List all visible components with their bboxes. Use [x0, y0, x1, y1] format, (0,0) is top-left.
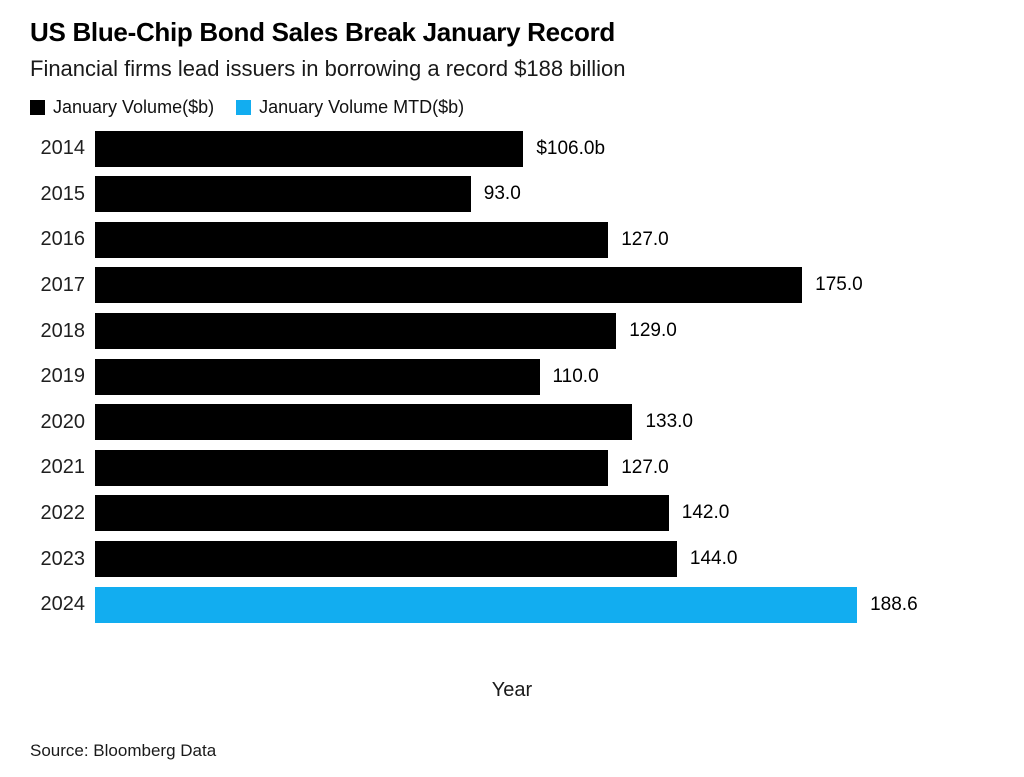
bar-track: 110.0	[95, 358, 994, 395]
value-label: 133.0	[645, 411, 693, 433]
year-tick-label: 2018	[40, 319, 86, 342]
bar-2018	[95, 313, 617, 350]
value-label: 127.0	[621, 456, 669, 478]
chart-legend: January Volume($b) January Volume MTD($b…	[30, 97, 994, 119]
chart-row: 2021 127.0	[30, 445, 994, 491]
year-tick-label: 2016	[40, 228, 86, 251]
legend-label: January Volume($b)	[53, 97, 215, 118]
chart-row: 2022 142.0	[30, 491, 994, 537]
chart-row: 2015 93.0	[30, 171, 994, 217]
chart-subtitle: Financial firms lead issuers in borrowin…	[30, 55, 626, 81]
legend-item-january-volume: January Volume($b)	[30, 97, 214, 118]
bar-2017	[95, 267, 803, 304]
bar-track: 127.0	[95, 449, 994, 486]
bar-2014	[95, 130, 524, 167]
source-credit: Source: Bloomberg Data	[30, 741, 217, 760]
value-label: 144.0	[689, 548, 738, 570]
year-tick-label: 2017	[40, 273, 86, 296]
chart-row: 2014 $106.0b	[30, 126, 994, 172]
year-tick-label: 2015	[40, 182, 86, 205]
bar-track: $106.0b	[95, 130, 994, 167]
value-label: 175.0	[815, 274, 863, 296]
year-tick-label: 2020	[40, 410, 86, 433]
bar-track: 175.0	[95, 267, 994, 304]
bar-2019	[95, 358, 540, 395]
bar-2020	[95, 404, 633, 441]
year-tick-label: 2024	[40, 593, 86, 616]
value-label: 93.0	[483, 183, 521, 205]
bar-2015	[95, 176, 471, 213]
chart-title: US Blue-Chip Bond Sales Break January Re…	[30, 17, 615, 47]
bar-2022	[95, 495, 669, 532]
bar-2021	[95, 449, 609, 486]
bar-2024	[95, 586, 858, 623]
bar-2023	[95, 541, 677, 578]
chart-row: 2018 129.0	[30, 308, 994, 354]
year-tick-label: 2022	[40, 501, 86, 524]
chart-row: 2023 144.0	[30, 536, 994, 582]
legend-swatch-black-icon	[30, 100, 45, 116]
value-label: 129.0	[629, 320, 677, 342]
bar-track: 133.0	[95, 404, 994, 441]
value-label: 127.0	[621, 228, 669, 250]
chart-row: 2016 127.0	[30, 217, 994, 263]
value-label: $106.0b	[536, 137, 606, 159]
bar-track: 142.0	[95, 495, 994, 532]
bar-track: 188.6	[95, 586, 994, 623]
year-tick-label: 2014	[40, 137, 86, 160]
year-tick-label: 2019	[40, 365, 86, 388]
x-axis-label: Year	[491, 679, 533, 702]
chart-row: 2020 133.0	[30, 399, 994, 445]
year-tick-label: 2023	[40, 547, 86, 570]
year-tick-label: 2021	[40, 456, 86, 479]
legend-label: January Volume MTD($b)	[259, 97, 465, 118]
bar-chart: 2014 $106.0b 2015 93.0 2016 127.0 2017 175.0 201…	[30, 126, 994, 628]
chart-row: 2019 110.0	[30, 354, 994, 400]
legend-item-january-volume-mtd: January Volume MTD($b)	[236, 97, 464, 118]
value-label: 188.6	[870, 593, 918, 615]
bar-track: 144.0	[95, 541, 994, 578]
bar-2016	[95, 221, 609, 258]
value-label: 142.0	[681, 502, 730, 524]
legend-swatch-blue-icon	[236, 100, 252, 116]
value-label: 110.0	[552, 365, 599, 387]
bar-track: 127.0	[95, 221, 994, 258]
bar-track: 129.0	[95, 313, 994, 350]
bar-track: 93.0	[95, 176, 994, 213]
chart-row: 2017 175.0	[30, 263, 994, 309]
chart-row: 2024 188.6	[30, 582, 994, 628]
